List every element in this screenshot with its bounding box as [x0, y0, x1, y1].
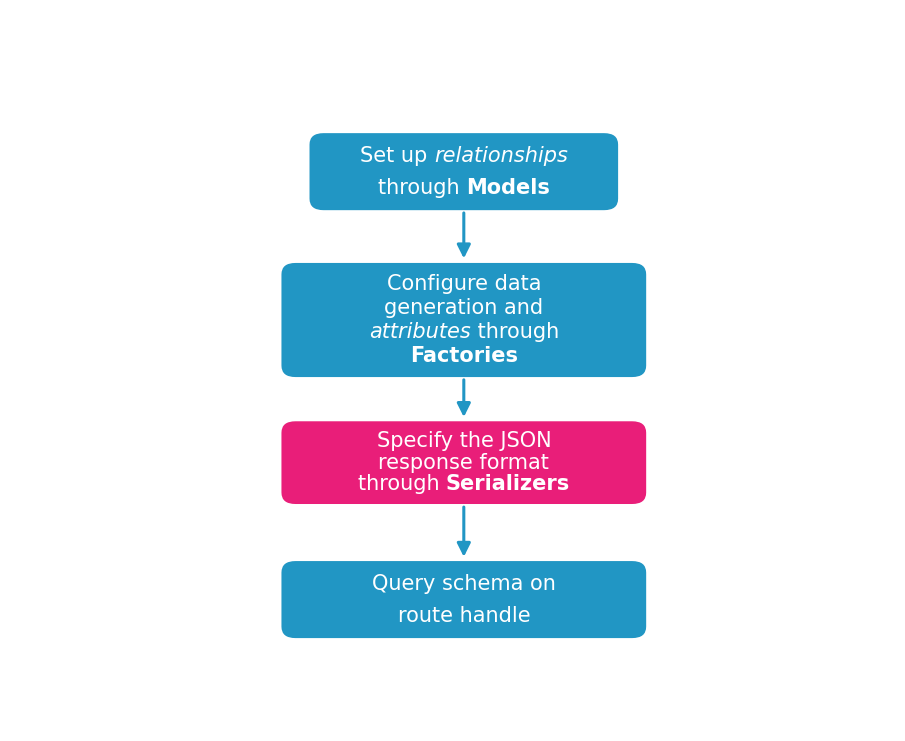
Text: Factories: Factories — [410, 346, 518, 366]
Text: Set up: Set up — [360, 146, 433, 166]
Text: through: through — [377, 178, 466, 198]
Text: Models: Models — [466, 178, 550, 198]
FancyBboxPatch shape — [281, 561, 646, 638]
Text: Configure data: Configure data — [386, 274, 541, 294]
Text: through: through — [471, 322, 558, 342]
FancyBboxPatch shape — [281, 422, 646, 504]
Text: through: through — [357, 474, 446, 494]
Text: attributes: attributes — [369, 322, 471, 342]
FancyBboxPatch shape — [310, 133, 618, 210]
Text: Query schema on: Query schema on — [372, 574, 556, 594]
Text: response format: response format — [378, 453, 549, 473]
Text: route handle: route handle — [397, 605, 530, 625]
Text: Serializers: Serializers — [446, 474, 570, 494]
Text: relationships: relationships — [433, 146, 567, 166]
Text: generation and: generation and — [385, 298, 543, 318]
Text: Specify the JSON: Specify the JSON — [376, 431, 551, 451]
FancyBboxPatch shape — [281, 263, 646, 377]
